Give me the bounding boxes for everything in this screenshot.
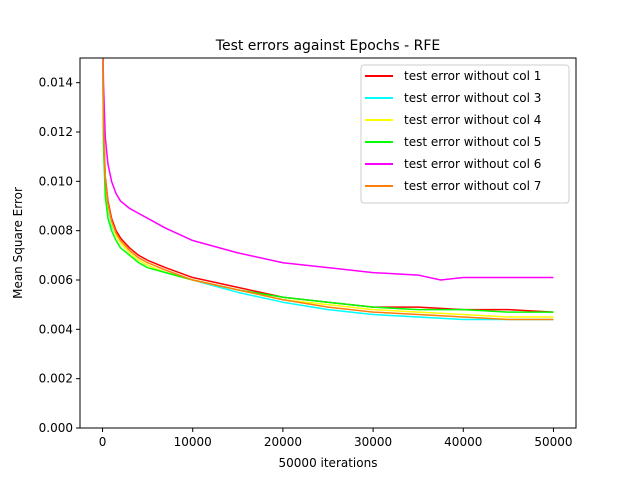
x-tick-label: 0 xyxy=(99,435,107,449)
series-line-6 xyxy=(102,58,554,321)
chart-title: Test errors against Epochs - RFE xyxy=(215,38,440,54)
x-tick-label: 30000 xyxy=(354,435,392,449)
x-tick-label: 50000 xyxy=(534,435,572,449)
y-tick-label: 0.014 xyxy=(39,76,73,90)
x-axis-label: 50000 iterations xyxy=(279,456,378,470)
x-tick-label: 40000 xyxy=(444,435,482,449)
y-tick-label: 0.012 xyxy=(39,125,73,139)
legend-box xyxy=(360,64,570,204)
y-tick-label: 0.004 xyxy=(39,322,73,336)
series-line-5 xyxy=(102,58,554,281)
legend-label: test error without col 4 xyxy=(404,113,541,127)
y-tick-label: 0.000 xyxy=(39,421,73,435)
series-lines xyxy=(102,58,554,321)
series-line-4 xyxy=(102,58,554,313)
y-axis-label: Mean Square Error xyxy=(11,187,25,299)
legend-label: test error without col 3 xyxy=(404,91,541,105)
x-tick-label: 10000 xyxy=(174,435,212,449)
legend-label: test error without col 1 xyxy=(404,69,541,83)
legend-label: test error without col 5 xyxy=(404,135,541,149)
x-axis: 0 10000 20000 30000 40000 50000 xyxy=(99,428,573,449)
x-tick-label: 20000 xyxy=(264,435,302,449)
y-tick-label: 0.006 xyxy=(39,273,73,287)
y-axis: 0.000 0.002 0.004 0.006 0.008 0.010 0.012 0.014 xyxy=(39,76,80,435)
y-tick-label: 0.008 xyxy=(39,224,73,238)
plot-frame xyxy=(79,57,577,429)
legend-label: test error without col 6 xyxy=(404,157,541,171)
legend-label: test error without col 7 xyxy=(404,179,541,193)
y-tick-label: 0.002 xyxy=(39,372,73,386)
y-tick-label: 0.010 xyxy=(39,174,73,188)
legend: test error without col 1 test error witho… xyxy=(360,64,570,204)
